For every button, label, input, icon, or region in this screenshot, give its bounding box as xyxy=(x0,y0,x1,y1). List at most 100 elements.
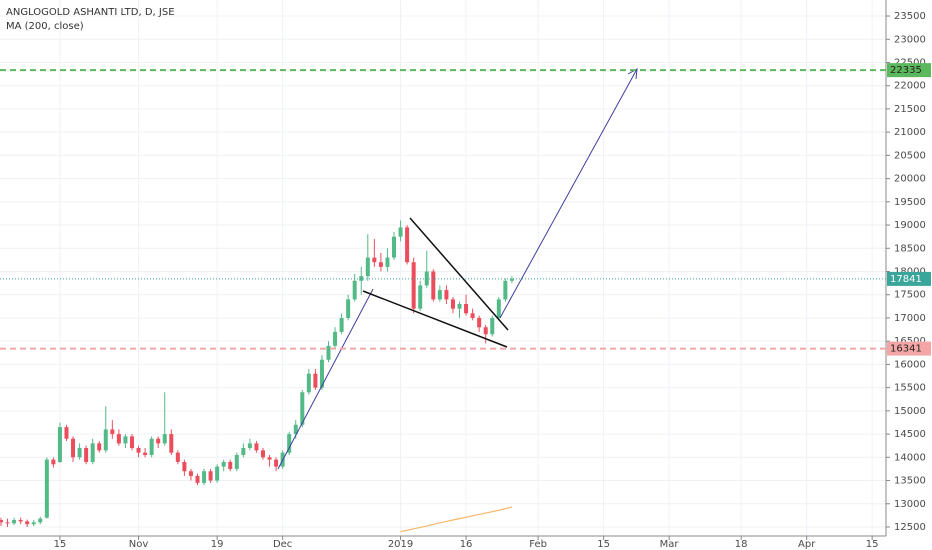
y-tick-label: 15500 xyxy=(894,383,926,394)
x-tick-label: Nov xyxy=(129,539,149,550)
y-tick-label: 23000 xyxy=(894,34,926,45)
candle-body xyxy=(509,278,514,281)
y-tick-label: 19500 xyxy=(894,197,926,208)
candle-body xyxy=(31,522,36,525)
candle-body xyxy=(496,299,501,318)
candle-body xyxy=(319,359,324,388)
y-tick-label: 19000 xyxy=(894,220,926,231)
candle-body xyxy=(392,236,397,258)
candle-body xyxy=(411,262,416,309)
candle-body xyxy=(77,448,82,458)
x-tick-label: Feb xyxy=(529,539,547,550)
candle-body xyxy=(182,461,187,472)
candle-body xyxy=(234,454,239,469)
y-tick-label: 18500 xyxy=(894,243,926,254)
candle-body xyxy=(51,459,56,465)
last-price-label: 17841 xyxy=(890,274,922,285)
candle-body xyxy=(221,461,226,467)
candle-body xyxy=(18,520,23,522)
candle-body xyxy=(215,466,220,481)
candle-body xyxy=(71,438,76,458)
wedge-upper xyxy=(409,217,509,331)
candle-body xyxy=(228,461,233,469)
y-tick-label: 12500 xyxy=(894,522,926,533)
candle-body xyxy=(110,429,115,435)
candle-body xyxy=(503,280,508,300)
candle-body xyxy=(385,257,390,267)
x-tick-label: Mar xyxy=(660,539,680,550)
candle-body xyxy=(241,448,246,455)
candle-body xyxy=(477,317,482,328)
y-tick-label: 14500 xyxy=(894,429,926,440)
candle-body xyxy=(5,522,10,524)
candle-body xyxy=(57,427,62,462)
last-price-box xyxy=(887,271,931,286)
candle-body xyxy=(287,434,292,453)
y-tick-label: 14000 xyxy=(894,452,926,463)
candle-body xyxy=(359,276,364,281)
candle-body xyxy=(300,392,305,425)
y-tick-label: 20500 xyxy=(894,150,926,161)
y-tick-label: 22000 xyxy=(894,81,926,92)
y-tick-label: 21500 xyxy=(894,104,926,115)
candle-body xyxy=(202,471,207,483)
candle-body xyxy=(346,299,351,318)
x-tick-label: 18 xyxy=(735,539,748,550)
candle-body xyxy=(0,520,3,523)
x-tick-label: 15 xyxy=(54,539,67,550)
y-tick-label: 17000 xyxy=(894,313,926,324)
arrow-head xyxy=(627,68,638,80)
x-tick-label: Dec xyxy=(273,539,292,550)
candle-body xyxy=(38,518,43,523)
candle-body xyxy=(398,227,403,237)
candle-body xyxy=(103,429,108,451)
candle-body xyxy=(483,327,488,335)
candle-body xyxy=(12,520,17,524)
y-tick-label: 13000 xyxy=(894,499,926,510)
candle-body xyxy=(437,290,442,300)
level-label: 16341 xyxy=(890,344,922,355)
x-tick-label: Apr xyxy=(798,539,816,550)
candle-body xyxy=(136,448,141,453)
candle-body xyxy=(188,471,193,476)
candle-body xyxy=(326,345,331,360)
candle-body xyxy=(431,271,436,300)
y-tick-label: 13500 xyxy=(894,476,926,487)
chart-title: ANGLOGOLD ASHANTI LTD, D, JSE xyxy=(6,7,175,18)
candle-body xyxy=(169,434,174,453)
candle-body xyxy=(143,452,148,455)
x-tick-label: 19 xyxy=(211,539,224,550)
trend-line xyxy=(277,288,374,470)
x-tick-label: 2019 xyxy=(388,539,413,550)
candle-body xyxy=(333,331,338,346)
plot-area xyxy=(0,0,886,536)
candle-body xyxy=(313,373,318,388)
candle-body xyxy=(274,459,279,467)
level-label: 22335 xyxy=(890,65,922,76)
projection-line xyxy=(499,68,638,319)
x-tick-label: 15 xyxy=(597,539,610,550)
wedge-lower xyxy=(362,290,508,348)
candle-body xyxy=(123,436,128,444)
y-tick-label: 16000 xyxy=(894,359,926,370)
candle-body xyxy=(149,438,154,455)
drawings xyxy=(277,68,638,470)
candle-body xyxy=(25,521,30,525)
level-label-box xyxy=(887,341,931,356)
candle-body xyxy=(372,257,377,263)
candle-body xyxy=(418,285,423,309)
y-tick-label: 15000 xyxy=(894,406,926,417)
candle-body xyxy=(162,434,167,444)
candle-body xyxy=(129,436,134,449)
y-tick-label: 21000 xyxy=(894,127,926,138)
ma-line xyxy=(400,506,513,533)
candle-body xyxy=(365,257,370,277)
candle-body xyxy=(457,304,462,309)
candle-body xyxy=(306,373,311,393)
candle-body xyxy=(156,438,161,444)
x-tick-label: 16 xyxy=(460,539,473,550)
y-tick-label: 20000 xyxy=(894,174,926,185)
candle-body xyxy=(339,317,344,332)
y-tick-label: 17500 xyxy=(894,290,926,301)
